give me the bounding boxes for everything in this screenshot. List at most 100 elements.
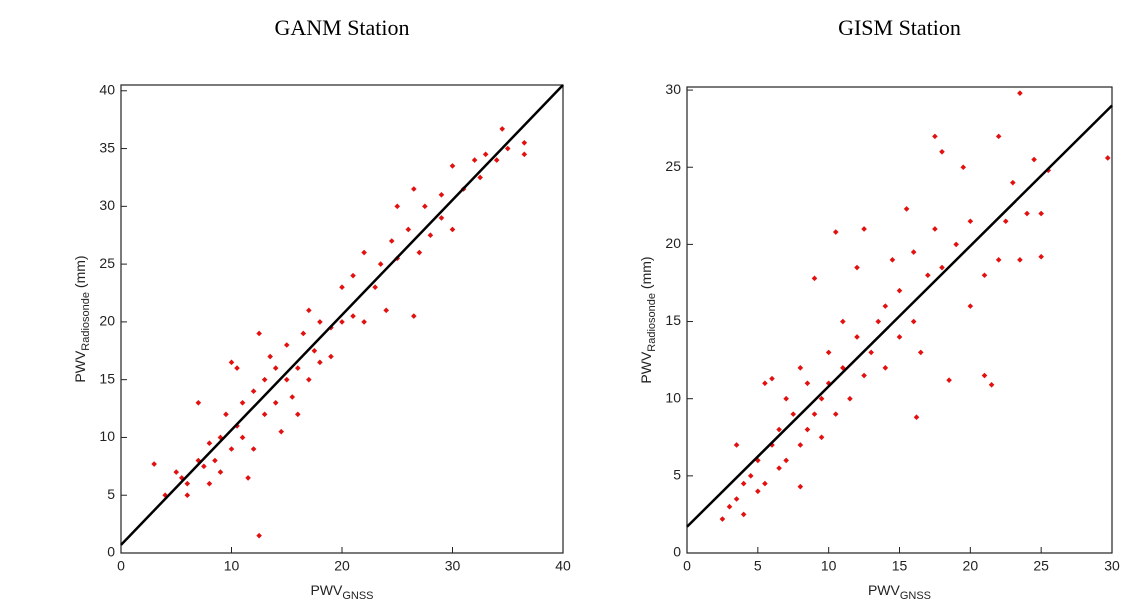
- data-point: [449, 226, 456, 233]
- data-point: [283, 342, 290, 348]
- data-point: [939, 264, 945, 271]
- data-point: [1031, 156, 1037, 163]
- data-point: [854, 264, 860, 271]
- data-point: [769, 375, 775, 382]
- data-point: [1024, 210, 1030, 217]
- y-tick-label: 15: [99, 370, 115, 386]
- data-point: [910, 318, 917, 325]
- x-tick-label: 20: [963, 558, 979, 574]
- chart-title: GISM Station: [838, 15, 961, 40]
- data-point: [438, 215, 445, 221]
- data-point: [295, 411, 301, 418]
- data-point: [234, 365, 240, 371]
- data-point: [289, 394, 296, 400]
- plot-frame: [686, 86, 1113, 554]
- data-point: [217, 469, 224, 475]
- data-point: [394, 203, 401, 210]
- data-point: [427, 232, 434, 239]
- data-point: [239, 434, 246, 441]
- data-point: [804, 426, 811, 433]
- y-label-sub: Radiosonde: [646, 293, 658, 352]
- x-label-sub: GNSS: [342, 590, 373, 602]
- data-point: [783, 395, 789, 402]
- data-point: [790, 411, 797, 417]
- data-point: [747, 473, 754, 479]
- data-point: [733, 442, 740, 448]
- x-label-sub: GNSS: [900, 590, 931, 602]
- y-tick-label: 35: [99, 139, 115, 155]
- data-point: [740, 480, 747, 487]
- fit-line: [686, 104, 1113, 528]
- x-tick-label: 0: [117, 558, 125, 574]
- y-label-main: PWV: [638, 351, 654, 384]
- data-point: [521, 151, 528, 158]
- data-point: [1010, 179, 1016, 186]
- data-point: [910, 249, 917, 255]
- data-point: [162, 492, 168, 499]
- x-tick-label: 5: [754, 558, 762, 574]
- x-tick-label: 20: [334, 558, 350, 574]
- data-point: [967, 218, 974, 225]
- data-point: [719, 516, 726, 522]
- data-point: [913, 414, 920, 421]
- data-point: [239, 399, 246, 406]
- x-tick-label: 40: [555, 558, 571, 574]
- data-point: [361, 319, 367, 325]
- data-point: [477, 174, 483, 181]
- data-point: [250, 446, 257, 452]
- data-point: [261, 411, 268, 418]
- data-point: [755, 488, 761, 495]
- data-point: [223, 411, 229, 418]
- data-point: [981, 372, 988, 379]
- data-point: [311, 347, 318, 354]
- x-axis-label: PWVGNSS: [868, 582, 931, 602]
- data-point: [504, 145, 511, 152]
- data-point: [206, 440, 213, 447]
- data-point: [797, 442, 804, 448]
- data-point: [339, 319, 345, 325]
- y-tick-label: 40: [99, 81, 115, 97]
- data-point: [861, 226, 867, 232]
- data-point: [195, 457, 202, 464]
- data-point: [438, 191, 445, 198]
- x-tick-label: 10: [224, 558, 240, 574]
- chart-title: GANM Station: [274, 15, 409, 40]
- data-point: [861, 372, 867, 379]
- data-point: [832, 411, 839, 417]
- y-tick-label: 30: [99, 197, 115, 213]
- data-point: [317, 359, 323, 366]
- y-tick-label: 5: [107, 486, 115, 502]
- y-tick-label: 5: [673, 467, 681, 483]
- data-point: [328, 353, 334, 360]
- data-point: [847, 395, 853, 402]
- y-tick-label: 20: [99, 313, 115, 329]
- data-point: [818, 395, 825, 402]
- data-point: [339, 284, 345, 291]
- data-point: [995, 133, 1002, 140]
- data-point: [960, 164, 967, 171]
- data-point: [896, 334, 903, 340]
- data-point: [499, 126, 506, 132]
- data-point: [361, 249, 367, 256]
- x-tick-label: 0: [683, 558, 691, 574]
- data-point: [875, 318, 882, 325]
- data-point: [411, 313, 417, 319]
- data-point: [261, 376, 268, 383]
- data-point: [1017, 90, 1023, 96]
- data-point: [422, 203, 428, 210]
- data-point: [811, 275, 818, 282]
- data-point: [377, 261, 384, 267]
- data-point: [840, 318, 846, 325]
- data-point: [217, 434, 224, 441]
- data-point: [295, 365, 301, 371]
- data-point: [521, 139, 528, 146]
- y-tick-label: 10: [665, 389, 681, 405]
- data-point: [272, 399, 279, 406]
- data-point: [267, 353, 273, 360]
- data-point: [917, 349, 924, 356]
- data-point: [184, 480, 191, 487]
- x-label-main: PWV: [310, 582, 343, 598]
- x-tick-label: 30: [1104, 558, 1120, 574]
- data-point: [818, 434, 825, 441]
